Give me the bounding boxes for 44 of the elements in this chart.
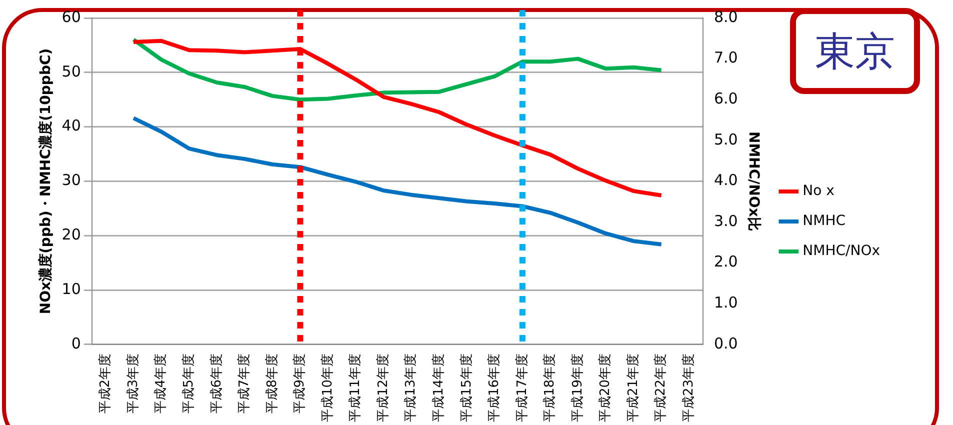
- x-tick-label: 平成7年度: [236, 353, 252, 414]
- y2-tick-label: 3.0: [714, 212, 738, 230]
- x-tick-label: 平成12年度: [374, 353, 391, 422]
- x-tick-label: 平成2年度: [97, 353, 114, 414]
- x-tick-label: 平成6年度: [208, 353, 224, 414]
- x-tick-label: 平成14年度: [430, 353, 446, 422]
- y2-tick-label: 8.0: [714, 8, 738, 26]
- x-tick-label: 平成3年度: [124, 353, 141, 414]
- x-tick-label: 平成13年度: [402, 353, 419, 422]
- x-tick-label: 平成19年度: [569, 353, 586, 422]
- y2-tick-label: 4.0: [714, 171, 738, 190]
- x-tick-label: 平成22年度: [652, 353, 669, 422]
- x-tick-label: 平成21年度: [624, 353, 641, 422]
- x-tick-label: 平成17年度: [514, 353, 530, 422]
- y-axis-title: NOx濃度(ppb)・NMHC濃度(10ppbC): [37, 48, 54, 314]
- text: 東京: [790, 8, 920, 94]
- x-tick-label: 平成16年度: [486, 353, 502, 422]
- y-tick-label: 10: [62, 280, 81, 298]
- x-tick-label: 平成23年度: [680, 353, 696, 422]
- x-tick-label: 平成9年度: [292, 353, 308, 414]
- x-tick-label: 平成4年度: [152, 353, 169, 414]
- y2-axis-title: NMHC/NOx比: [746, 132, 762, 231]
- y-tick-label: 30: [62, 171, 81, 190]
- y2-tick-label: 0.0: [714, 334, 738, 352]
- y-tick-label: 40: [62, 116, 81, 135]
- y2-tick-label: 1.0: [714, 294, 738, 312]
- x-tick-label: 平成20年度: [597, 353, 614, 422]
- legend-label: NMHC: [802, 213, 846, 230]
- legend-label: No x: [802, 183, 834, 200]
- y2-tick-label: 2.0: [714, 252, 738, 271]
- legend-label: NMHC/NOx: [802, 243, 880, 260]
- y2-tick-label: 7.0: [714, 48, 738, 67]
- x-tick-label: 平成18年度: [542, 353, 558, 422]
- y2-tick-label: 5.0: [714, 130, 738, 148]
- y-tick-label: 20: [62, 226, 81, 244]
- x-tick-label: 平成15年度: [458, 353, 474, 422]
- x-tick-label: 平成11年度: [347, 353, 364, 422]
- x-tick-label: 平成8年度: [264, 353, 280, 414]
- x-tick-label: 平成5年度: [180, 353, 196, 414]
- x-tick-label: 平成10年度: [319, 353, 336, 422]
- y-tick-label: 60: [62, 8, 81, 26]
- y2-tick-label: 6.0: [714, 90, 738, 108]
- y-tick-label: 0: [71, 334, 81, 352]
- y-tick-label: 50: [62, 62, 81, 80]
